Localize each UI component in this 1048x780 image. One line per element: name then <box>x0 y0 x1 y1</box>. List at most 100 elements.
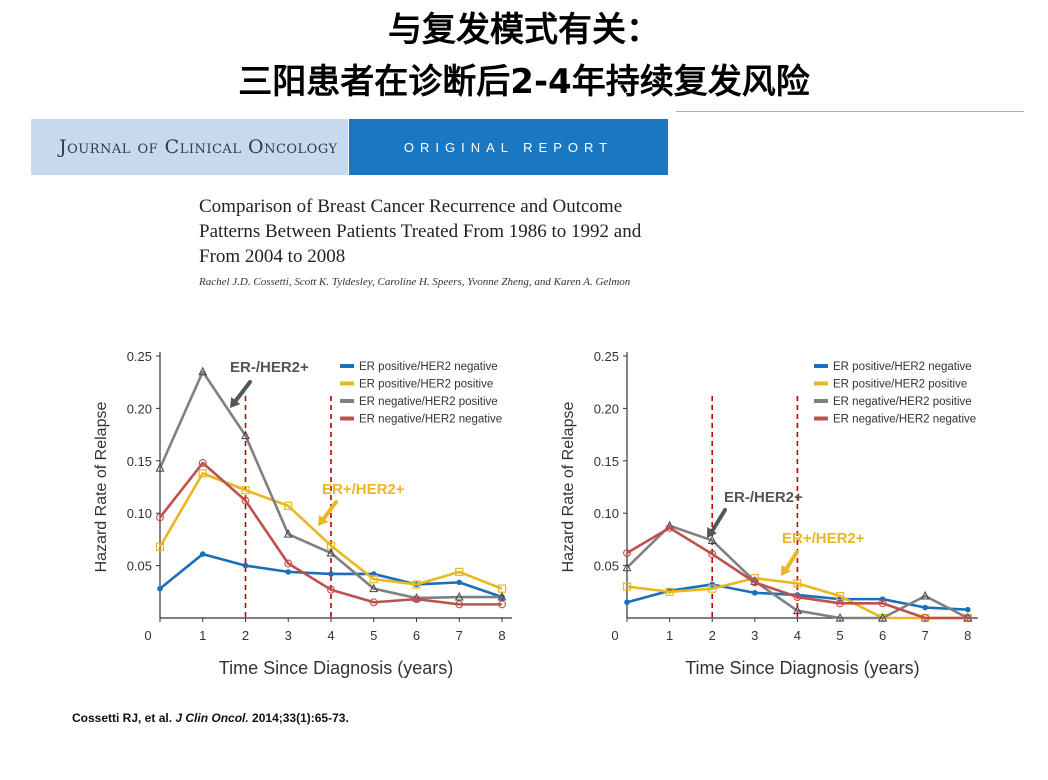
data-point <box>412 592 421 602</box>
data-point <box>623 549 631 557</box>
data-point <box>241 486 250 495</box>
y-tick-label: 0.15 <box>127 454 152 469</box>
x-tick-label: 8 <box>498 628 505 643</box>
x-axis-label: Time Since Diagnosis (years) <box>685 658 919 678</box>
x-tick-label: 1 <box>666 628 673 643</box>
slide-title-line1: 与复发模式有关： <box>388 10 660 50</box>
x-tick-label: 7 <box>922 628 929 643</box>
annotation-label: ER+/HER2+ <box>782 530 865 547</box>
data-point <box>369 575 378 584</box>
annotation-label: ER+/HER2+ <box>322 481 405 498</box>
data-point <box>155 542 165 551</box>
legend-label: ER negative/HER2 negative <box>833 414 976 426</box>
x-tick-label: 6 <box>413 628 420 643</box>
y-tick-label: 0.25 <box>127 349 152 364</box>
data-point <box>665 523 674 532</box>
x-axis-label: Time Since Diagnosis (years) <box>219 658 453 678</box>
annotation-arrowhead <box>230 397 241 408</box>
x-tick-label: 1 <box>199 628 206 643</box>
slide-title-line2: 三阳患者在诊断后2-4年持续复发风险 <box>238 62 810 102</box>
annotation-arrowhead <box>707 527 717 538</box>
y-tick-label: 0.20 <box>127 401 152 416</box>
x-tick-label: 4 <box>794 628 801 643</box>
x-tick-label: 7 <box>456 628 463 643</box>
data-point <box>327 585 335 594</box>
legend-label: ER negative/HER2 negative <box>359 414 502 426</box>
data-point <box>920 590 930 600</box>
x-tick-label: 0 <box>611 628 618 643</box>
series-line <box>158 370 502 600</box>
x-tick-label: 3 <box>285 628 292 643</box>
data-point <box>199 551 206 557</box>
data-point <box>369 598 378 607</box>
data-point <box>707 535 717 544</box>
journal-name: Journal of Clinical Oncology <box>59 136 338 158</box>
report-banner: ORIGINAL REPORT <box>349 119 668 175</box>
series-line <box>626 526 968 620</box>
data-point <box>198 469 207 478</box>
data-point <box>198 458 207 467</box>
data-point <box>412 580 421 589</box>
y-tick-label: 0.05 <box>594 559 619 574</box>
y-tick-label: 0.15 <box>594 454 619 469</box>
legend-label: ER positive/HER2 negative <box>359 361 498 373</box>
series-line <box>158 461 502 606</box>
data-point <box>242 562 249 569</box>
paper-title: Comparison of Breast Cancer Recurrence a… <box>199 196 642 267</box>
data-point <box>965 606 971 613</box>
data-point <box>156 513 164 522</box>
data-point <box>665 587 674 596</box>
annotation-arrow <box>709 508 727 535</box>
series-line <box>626 524 969 620</box>
annotation-arrowhead <box>318 515 329 526</box>
data-point <box>622 562 632 572</box>
y-tick-label: 0.05 <box>127 559 152 574</box>
data-point <box>793 579 802 588</box>
data-point <box>285 569 292 575</box>
legend-label: ER positive/HER2 positive <box>359 379 493 391</box>
y-tick-label: 0.10 <box>127 506 152 521</box>
data-point <box>878 599 887 608</box>
annotation-arrow <box>232 380 252 405</box>
legend-label: ER negative/HER2 positive <box>359 396 498 408</box>
data-point <box>792 605 802 615</box>
report-label: ORIGINAL REPORT <box>403 139 614 155</box>
data-point <box>963 614 972 622</box>
x-tick-label: 5 <box>836 628 843 643</box>
x-tick-label: 0 <box>144 628 151 643</box>
data-point <box>157 585 163 592</box>
x-tick-label: 3 <box>751 628 758 643</box>
x-tick-label: 2 <box>242 628 249 643</box>
citation-journal: J Clin Oncol. <box>175 711 249 725</box>
data-point <box>369 583 379 593</box>
annotation-arrow <box>320 500 338 523</box>
data-point <box>708 550 717 559</box>
y-axis-label: Hazard Rate of Relapse <box>93 402 110 573</box>
annotation-arrowhead <box>781 565 791 576</box>
data-point <box>454 591 464 601</box>
citation: Cossetti RJ, et al. J Clin Oncol. 2014;3… <box>72 711 349 725</box>
data-point <box>198 366 208 376</box>
data-point <box>709 581 715 588</box>
annotation-label: ER-/HER2+ <box>724 489 803 506</box>
x-tick-label: 4 <box>327 628 334 643</box>
data-point <box>455 567 464 576</box>
data-point <box>284 501 293 510</box>
data-point <box>622 582 632 591</box>
data-point <box>624 599 630 606</box>
data-point <box>878 612 888 622</box>
paper-authors: Rachel J.D. Cossetti, Scott K. Tyldesley… <box>199 276 631 288</box>
annotation-label: ER-/HER2+ <box>230 359 309 376</box>
y-tick-label: 0.25 <box>594 349 619 364</box>
charts-area: 0.05 0.10 0.15 0.20 0.25 0 1 2 3 4 5 6 7 8 Time Since … <box>93 349 978 678</box>
data-point <box>284 559 293 568</box>
legend-label: ER positive/HER2 positive <box>833 379 967 391</box>
x-tick-label: 8 <box>964 628 971 643</box>
data-point <box>750 578 759 587</box>
data-point <box>708 584 717 593</box>
annotation-arrow <box>783 550 799 573</box>
data-point <box>241 430 250 440</box>
data-point <box>326 547 336 557</box>
data-point <box>497 591 507 601</box>
citation-authors: Cossetti RJ, et al. <box>72 711 176 725</box>
